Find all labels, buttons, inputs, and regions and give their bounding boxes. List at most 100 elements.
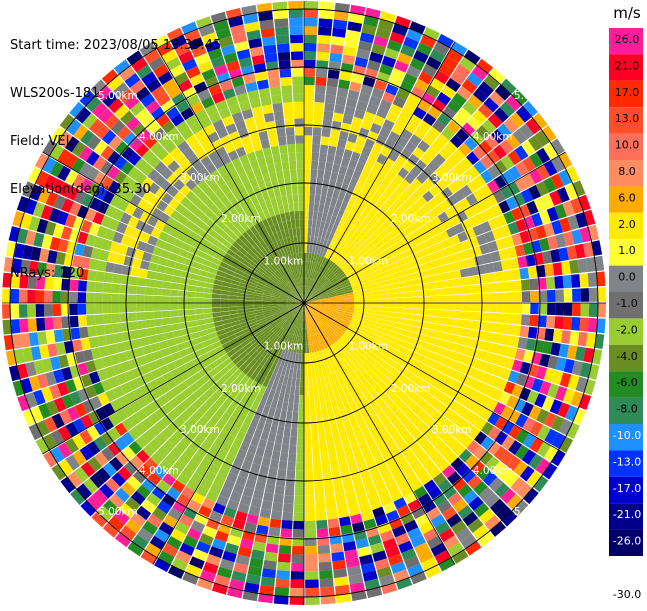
ray-gate [296, 228, 300, 237]
ray-gate [297, 177, 303, 186]
ray-gate [262, 104, 273, 114]
ray-gate [569, 331, 579, 345]
ray-gate [320, 444, 328, 453]
ray-gate [395, 287, 404, 293]
ray-gate [488, 293, 497, 302]
colorbar-unit: m/s [613, 4, 641, 22]
ray-gate [180, 322, 189, 329]
ray-gate [78, 304, 87, 315]
ray-gate [261, 500, 272, 510]
ray-gate [284, 178, 291, 187]
ray-gate [148, 335, 158, 344]
ray-gate [179, 316, 188, 323]
colorbar-label: 10.0 [615, 139, 640, 152]
ray-gate [413, 291, 422, 297]
ray-gate [513, 292, 522, 303]
ray-gate [322, 410, 329, 419]
ray-gate [444, 325, 454, 334]
colorbar-label: -17.0 [613, 482, 641, 495]
ray-gate [452, 270, 462, 279]
ray-gate [288, 1, 303, 10]
range-ring-label: 5.00km [98, 506, 138, 518]
ray-gate [319, 153, 327, 162]
ray-gate [309, 395, 314, 404]
ray-gate [36, 318, 45, 331]
ray-gate [286, 127, 295, 136]
ray-gate [304, 152, 311, 161]
ray-gate [262, 303, 270, 305]
ray-gate [305, 445, 312, 454]
ray-gate [281, 85, 292, 94]
ray-gate [326, 502, 337, 512]
ray-gate [304, 353, 307, 361]
ray-gate [331, 467, 341, 477]
ray-gate [404, 308, 413, 314]
ray-gate [137, 312, 146, 321]
ray-gate [278, 179, 285, 188]
colorbar-label: 8.0 [618, 165, 636, 178]
ray-gate [297, 160, 304, 169]
ray-gate [307, 244, 310, 253]
ray-gate [572, 303, 581, 316]
ray-gate [315, 186, 322, 195]
ray-gate [405, 297, 414, 302]
ray-gate [287, 136, 296, 145]
ray-gate [346, 300, 354, 302]
ray-gate [153, 304, 162, 311]
ray-gate [275, 578, 289, 587]
ray-gate [304, 345, 306, 353]
ray-gate [571, 317, 580, 331]
ray-gate [304, 9, 318, 18]
ray-gate [505, 303, 514, 313]
ray-gate [321, 460, 330, 469]
ray-gate [284, 427, 291, 436]
ray-gate [496, 313, 505, 323]
ray-gate [310, 186, 316, 195]
ray-gate [274, 111, 284, 121]
ray-gate [528, 327, 538, 339]
ray-gate [589, 303, 598, 317]
ray-gate [300, 370, 304, 379]
ray-gate [379, 307, 388, 311]
ray-gate [326, 434, 334, 444]
ray-gate [528, 266, 538, 278]
ray-gate [405, 303, 414, 308]
ray-gate [413, 297, 422, 303]
ray-gate [305, 546, 317, 555]
ray-gate [323, 418, 330, 427]
ray-gate [220, 303, 229, 307]
ray-gate [304, 194, 309, 203]
ray-gate [298, 420, 304, 429]
ray-gate [304, 337, 306, 345]
ray-gate [294, 203, 299, 212]
ray-gate [290, 437, 297, 446]
ray-gate [513, 280, 522, 291]
ray-gate [294, 118, 303, 127]
ray-gate [138, 329, 148, 338]
ray-gate [326, 86, 337, 96]
ray-gate [305, 487, 314, 496]
ray-gate [329, 137, 338, 147]
ray-gate [317, 52, 330, 61]
ray-gate [300, 228, 304, 237]
ray-gate [461, 277, 470, 286]
ray-gate [396, 303, 405, 308]
ray-gate [579, 318, 588, 332]
ray-gate [331, 425, 339, 435]
ray-gate [312, 136, 321, 145]
ray-gate [44, 317, 53, 330]
ray-gate [203, 303, 212, 308]
ray-gate [315, 195, 321, 204]
ray-gate [328, 451, 337, 461]
ray-gate [317, 170, 324, 179]
ray-gate [463, 286, 472, 295]
ray-gate [503, 270, 513, 281]
ray-gate [421, 296, 430, 302]
ray-gate [305, 521, 316, 530]
ray-gate [581, 303, 590, 317]
ray-gate [111, 304, 120, 313]
ray-gate [279, 69, 291, 78]
ray-gate [296, 471, 305, 480]
ray-gate [330, 459, 339, 469]
ray-gate [289, 445, 297, 454]
